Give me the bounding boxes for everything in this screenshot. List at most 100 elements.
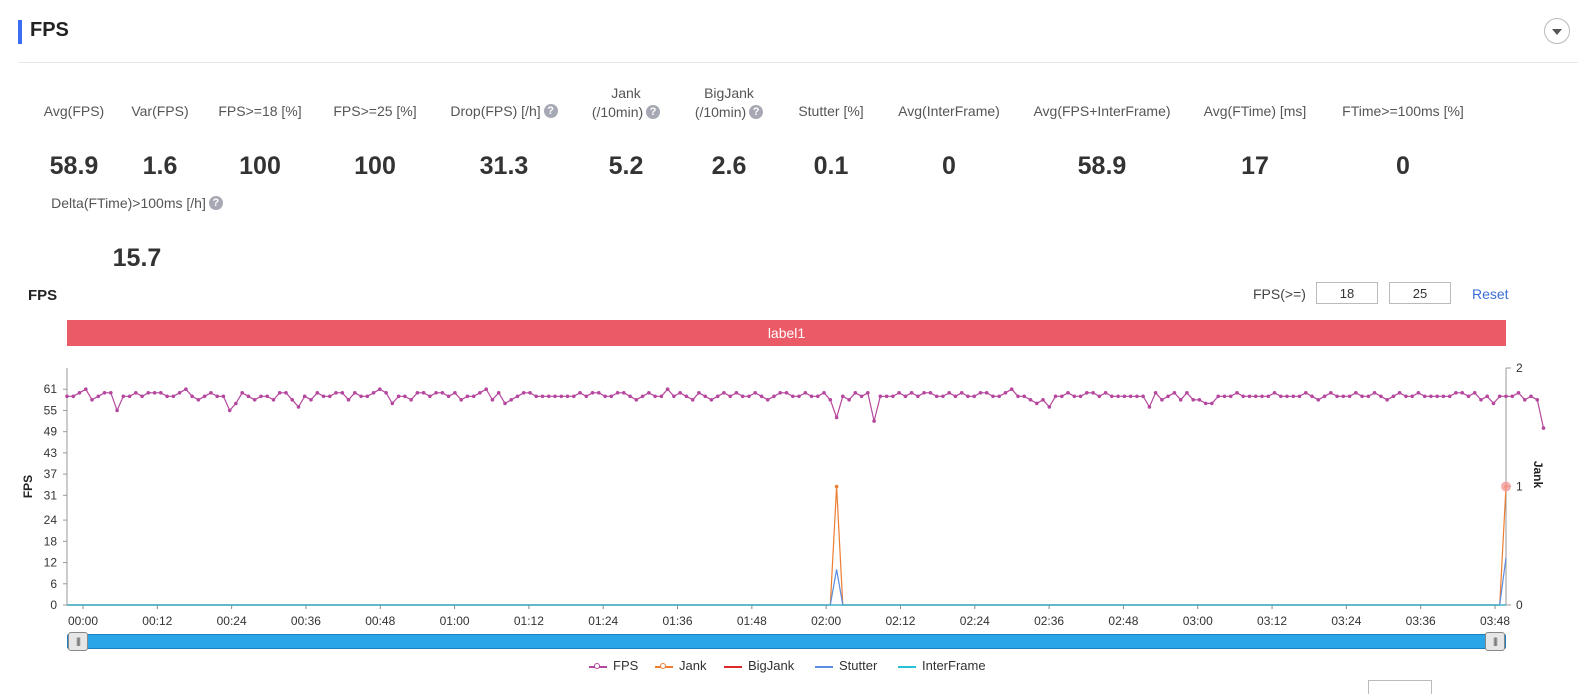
- help-icon[interactable]: ?: [646, 104, 661, 119]
- slider-handle-left[interactable]: |||: [68, 632, 88, 651]
- legend-marker: [660, 662, 666, 669]
- zoom-slider[interactable]: ||| |||: [67, 632, 1506, 651]
- data-point-fps: [540, 394, 545, 399]
- data-point-fps: [703, 394, 707, 399]
- legend-item-jank[interactable]: Jank: [655, 658, 706, 673]
- legend-item-interframe[interactable]: InterFrame: [898, 658, 986, 673]
- data-point-fps: [1485, 394, 1489, 399]
- label-band[interactable]: label1: [67, 320, 1506, 346]
- metric-avg-fps: Avg(FPS) 58.9: [34, 102, 114, 180]
- pagination-stub[interactable]: [1368, 680, 1432, 694]
- data-point-fps: [897, 391, 901, 395]
- data-point-fps: [353, 391, 357, 395]
- y-tick-label: 55: [44, 403, 58, 417]
- data-point-fps: [597, 391, 601, 395]
- metric-label-line2: (/10min)?: [583, 103, 669, 122]
- series-line-jank: [67, 486, 1507, 606]
- data-point-fps: [1003, 391, 1008, 395]
- metric-drop-fps: Drop(FPS) [/h]? 31.3: [444, 102, 564, 180]
- data-point-fps: [1272, 391, 1277, 395]
- data-point-fps: [615, 391, 620, 395]
- data-point-fps: [878, 394, 883, 399]
- metric-stutter: Stutter [%] 0.1: [786, 102, 876, 180]
- title-accent-bar: [18, 20, 22, 44]
- data-point-fps: [1279, 394, 1283, 399]
- y-tick-label: 24: [44, 513, 58, 527]
- data-point-fps: [1504, 394, 1508, 399]
- legend-marker: [594, 662, 600, 669]
- reset-link[interactable]: Reset: [1472, 286, 1509, 302]
- data-point-fps: [152, 391, 157, 395]
- data-point-fps: [1178, 398, 1183, 402]
- series-line-fps: [67, 388, 1545, 429]
- x-tick-label: 00:48: [365, 614, 395, 628]
- data-point-fps: [828, 398, 833, 402]
- help-icon[interactable]: ?: [208, 195, 223, 210]
- metric-value: 100: [354, 152, 396, 180]
- metric-value: 0: [942, 152, 956, 180]
- help-icon[interactable]: ?: [543, 103, 558, 118]
- metric-label: Jank: [611, 85, 641, 101]
- data-point-fps: [791, 394, 795, 399]
- legend-label: BigJank: [748, 658, 795, 673]
- data-point-fps: [1497, 394, 1502, 399]
- data-point-fps: [909, 391, 914, 395]
- x-tick-label: 03:24: [1331, 614, 1361, 628]
- x-tick-label: 03:12: [1257, 614, 1287, 628]
- data-point-fps: [1397, 391, 1402, 395]
- metric-label-text: (/10min): [694, 104, 747, 120]
- data-point-fps: [484, 387, 489, 392]
- data-point-fps: [384, 391, 388, 395]
- data-point-fps: [146, 391, 151, 395]
- legend-item-stutter[interactable]: Stutter: [815, 658, 877, 673]
- slider-handle-right[interactable]: |||: [1485, 632, 1505, 651]
- data-point-fps: [684, 394, 689, 399]
- metric-avg-interframe: Avg(InterFrame) 0: [889, 102, 1009, 180]
- legend-item-fps[interactable]: FPS: [589, 658, 638, 673]
- metric-value: 2.6: [711, 152, 747, 180]
- data-point-fps: [403, 394, 407, 399]
- data-point-fps: [1222, 394, 1227, 399]
- data-point-fps: [853, 391, 858, 395]
- data-point-fps: [1028, 398, 1033, 402]
- data-point-fps: [1128, 394, 1133, 399]
- data-point-fps: [709, 398, 714, 402]
- data-point-fps: [565, 394, 570, 399]
- data-point-fps: [165, 394, 169, 399]
- legend-item-bigjank[interactable]: BigJank: [724, 658, 794, 673]
- data-point-fps: [1260, 394, 1264, 399]
- data-point-fps: [1341, 394, 1346, 399]
- data-point-fps: [428, 394, 432, 399]
- help-icon[interactable]: ?: [749, 104, 764, 119]
- data-point-fps: [1523, 398, 1527, 402]
- data-point-fps: [127, 394, 132, 399]
- metric-avg-fps-interframe: Avg(FPS+InterFrame) 58.9: [1026, 102, 1178, 180]
- data-point-fps: [972, 394, 976, 399]
- data-point-fps: [609, 394, 614, 399]
- data-point-fps: [891, 394, 895, 399]
- data-point-fps: [697, 391, 701, 395]
- threshold-input-low[interactable]: [1316, 282, 1378, 304]
- data-point-fps: [690, 398, 695, 402]
- x-tick-label: 01:00: [440, 614, 470, 628]
- data-point-fps: [284, 391, 288, 395]
- data-point-fps: [440, 391, 445, 395]
- y-axis-title: FPS: [21, 475, 35, 498]
- legend-symbol: [589, 661, 607, 673]
- data-point-fps: [1304, 391, 1308, 395]
- data-point-fps: [196, 398, 201, 402]
- chart-series: [65, 387, 1546, 606]
- threshold-input-high[interactable]: [1389, 282, 1451, 304]
- data-point-fps: [834, 415, 839, 420]
- collapse-button[interactable]: [1544, 18, 1570, 44]
- data-point-fps: [803, 391, 808, 395]
- data-point-fps: [109, 391, 113, 395]
- y-tick-label: 31: [44, 488, 58, 502]
- data-point-fps: [1122, 394, 1127, 399]
- data-point-fps: [134, 391, 138, 395]
- data-point-fps: [234, 401, 238, 406]
- metric-label: Delta(FTime)>100ms [/h]?: [40, 194, 234, 213]
- data-point-fps: [715, 394, 720, 399]
- data-point-fps: [202, 394, 207, 399]
